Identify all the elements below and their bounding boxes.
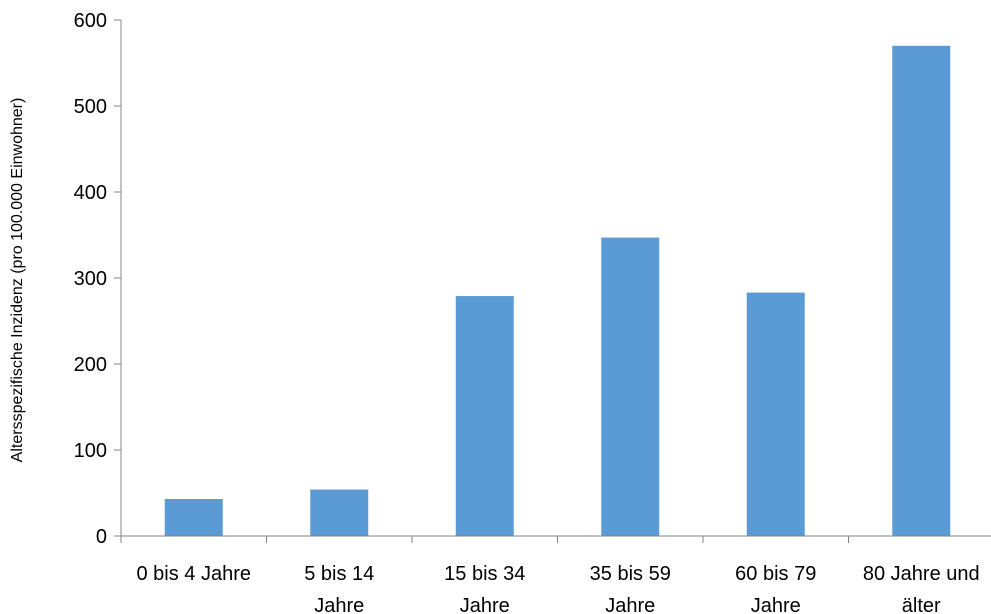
y-tick-label: 400 — [74, 182, 107, 204]
bar — [164, 499, 223, 536]
y-tick-label: 500 — [74, 96, 107, 118]
x-axis: 0 bis 4 Jahre 5 bis 14 Jahre 15 bis 34 Jahre… — [120, 535, 991, 614]
y-tick-label: 200 — [74, 354, 107, 376]
bar — [892, 45, 951, 537]
x-tick-label: Jahre — [605, 595, 655, 614]
y-axis: 0 100 200 300 400 500 600 — [74, 10, 122, 548]
x-tick-label: 0 bis 4 Jahre — [136, 563, 251, 585]
x-tick-label: Jahre — [460, 595, 510, 614]
x-tick-label: 60 bis 79 — [735, 563, 816, 585]
y-tick-label: 600 — [74, 10, 107, 32]
x-tick-label: Jahre — [751, 595, 801, 614]
y-tick-label: 0 — [96, 526, 107, 548]
x-tick-label: 5 bis 14 — [304, 563, 374, 585]
bar — [601, 237, 660, 536]
x-tick-label: Jahre — [314, 595, 364, 614]
y-axis-title: Altersspezifische Inzidenz (pro 100.000 … — [9, 98, 26, 463]
y-tick-label: 100 — [74, 440, 107, 462]
x-tick-label: 15 bis 34 — [444, 563, 525, 585]
bar — [746, 292, 805, 536]
bar — [310, 489, 369, 536]
x-tick-label: 35 bis 59 — [590, 563, 671, 585]
bars-group — [164, 45, 951, 537]
x-tick-label: 80 Jahre und — [863, 563, 980, 585]
bar — [455, 296, 514, 536]
x-tick-label: älter — [902, 595, 941, 614]
y-tick-label: 300 — [74, 268, 107, 290]
